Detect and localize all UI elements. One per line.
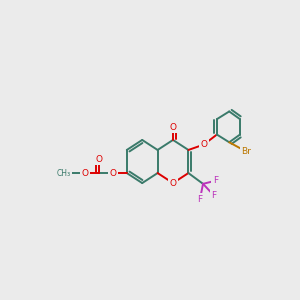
Text: F: F [211, 191, 216, 200]
Text: F: F [197, 195, 202, 204]
Text: F: F [213, 176, 218, 185]
Text: O: O [110, 169, 116, 178]
Text: O: O [82, 169, 89, 178]
Text: O: O [169, 178, 176, 188]
Text: O: O [200, 140, 207, 149]
Text: Br: Br [241, 147, 251, 156]
Text: O: O [96, 155, 103, 164]
Text: O: O [169, 123, 176, 132]
Text: CH₃: CH₃ [56, 169, 70, 178]
